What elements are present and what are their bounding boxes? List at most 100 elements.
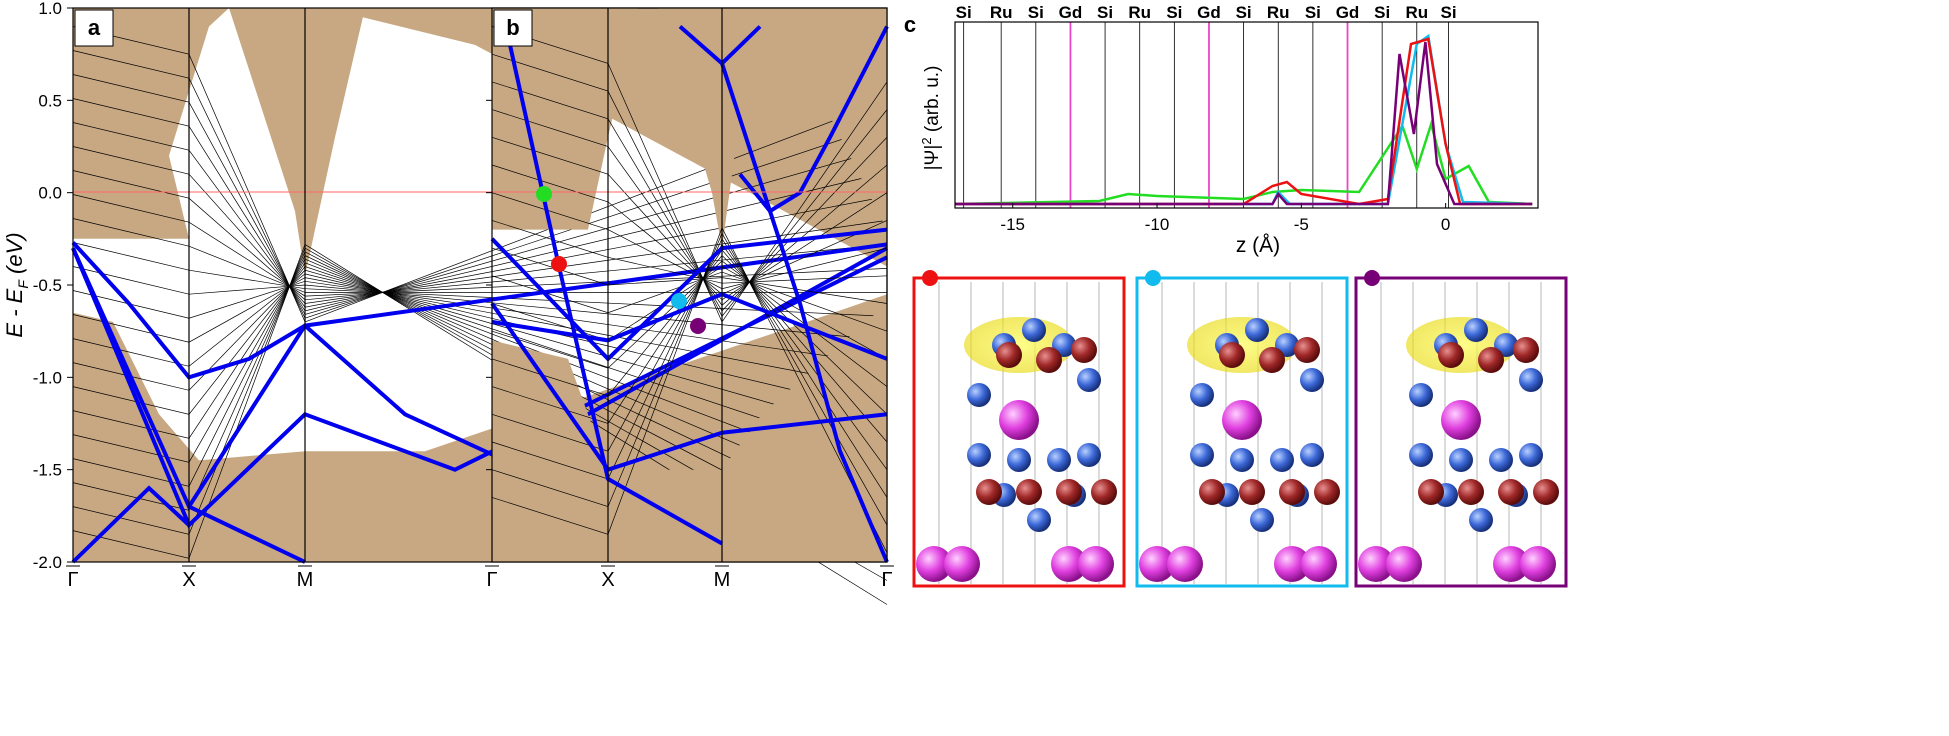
structure-box-cyan <box>1135 270 1349 588</box>
y-tick-label: 0.5 <box>38 91 62 110</box>
surface-band-line <box>188 504 306 564</box>
panel-c-label: c <box>904 12 916 37</box>
y-tick-label: -0.5 <box>33 276 62 295</box>
kpoint-label: Γ <box>67 569 78 591</box>
atom-labels: Si Ru Si Gd Si Ru Si Gd Si Ru Si Gd Si Ru Si <box>956 3 1457 22</box>
si-atom <box>1300 368 1324 392</box>
ru-atom <box>1513 337 1539 363</box>
slab-band-line <box>491 26 888 323</box>
surface-band-line <box>71 242 888 511</box>
slab-band-line <box>491 164 888 295</box>
surface-band-line <box>738 25 889 214</box>
atom-label: Si <box>1166 3 1182 22</box>
bulk-region <box>229 8 365 276</box>
gd-atom <box>1167 546 1203 582</box>
state-marker-purple <box>690 318 706 334</box>
ru-atom <box>1091 479 1117 505</box>
atom-label: Si <box>1097 3 1113 22</box>
si-atom <box>1270 448 1294 472</box>
wf-y-axis-label-unit: (arb. u.) <box>922 66 943 138</box>
slab-band-line <box>491 238 888 498</box>
atom-label: Gd <box>1197 3 1221 22</box>
green-wavefunction <box>954 119 1533 206</box>
ru-atom <box>1294 337 1320 363</box>
state-marker-red <box>922 270 938 286</box>
kpoint-label: X <box>182 569 195 591</box>
panel-b-label: b <box>506 15 519 40</box>
ru-atom <box>1056 479 1082 505</box>
slab-band-line <box>491 81 888 312</box>
ru-atom <box>1219 342 1245 368</box>
si-atom <box>1077 443 1101 467</box>
ru-atom <box>1016 479 1042 505</box>
slab-band-line <box>72 277 888 389</box>
surface-band-line <box>490 227 888 362</box>
slab-band-line <box>72 50 888 319</box>
ru-atom <box>1199 479 1225 505</box>
slab-band-line <box>72 255 888 533</box>
x-tick-label: -15 <box>1000 215 1025 234</box>
kpoint-label: Γ <box>486 569 497 591</box>
si-atom <box>1022 318 1046 342</box>
atom-label: Ru <box>1128 3 1151 22</box>
atom-label: Si <box>956 3 972 22</box>
slab-band-line <box>72 218 887 293</box>
y-tick-label: -1.5 <box>33 461 62 480</box>
surface-bands-a <box>71 241 888 564</box>
gd-atom <box>1358 546 1394 582</box>
ru-atom <box>1478 347 1504 373</box>
atom-label: Ru <box>1267 3 1290 22</box>
gd-atom <box>1441 400 1481 440</box>
slab-band-line <box>72 98 888 312</box>
si-atom <box>1469 508 1493 532</box>
state-marker-cyan <box>1145 270 1161 286</box>
si-atom <box>1489 448 1513 472</box>
slab-band-line <box>72 262 888 485</box>
si-atom <box>1250 508 1274 532</box>
slab-band-line <box>72 170 888 301</box>
slab-band-line <box>491 192 888 290</box>
si-atom <box>1077 368 1101 392</box>
wf-y-axis-label-main: |Ψ| <box>922 145 943 171</box>
slab-band-line <box>72 26 888 323</box>
slab-band-line <box>72 194 888 297</box>
state-marker-green <box>536 186 552 202</box>
slab-bands-b <box>491 26 888 553</box>
panel-c-wavefunction-plot: -15 -10 -5 0 Si Ru Si Gd Si Ru Si Gd Si Ru Si Gd Si Ru Si… <box>919 3 1539 257</box>
y-axis-label-main: E - E <box>2 288 27 337</box>
slab-band-line <box>72 247 888 581</box>
slab-band-line <box>72 251 888 557</box>
gd-atom <box>1520 546 1556 582</box>
si-atom <box>1409 383 1433 407</box>
panel-b-band-structure <box>490 7 889 563</box>
surface-band-line <box>508 44 723 546</box>
structure-box-purple <box>1354 270 1568 588</box>
atom-label: Gd <box>1059 3 1083 22</box>
slab-band-line <box>491 232 888 526</box>
slab-band-line <box>491 136 888 301</box>
si-atom <box>967 443 991 467</box>
atom-label: Gd <box>1336 3 1360 22</box>
atom-label: Si <box>1028 3 1044 22</box>
slab-band-line <box>491 53 888 318</box>
slab-band-line <box>72 146 888 304</box>
gd-atom <box>1274 546 1310 582</box>
ru-atom <box>996 342 1022 368</box>
band-axis-ticks: 1.00.50.0-0.5-1.0-1.5-2.0Γ X M ΓΓ X M Γ <box>33 0 894 591</box>
bulk-region <box>658 8 762 249</box>
ru-atom <box>1438 342 1464 368</box>
atom-label: Ru <box>1405 3 1428 22</box>
structure-box-red <box>912 270 1126 588</box>
si-atom <box>1519 443 1543 467</box>
si-atom <box>1027 508 1051 532</box>
wf-x-axis-label: z (Å) <box>1236 234 1280 257</box>
x-tick-label: -10 <box>1145 215 1170 234</box>
panel-b-label-box <box>493 9 533 47</box>
ru-atom <box>1036 347 1062 373</box>
ru-atom <box>1533 479 1559 505</box>
si-atom <box>1245 318 1269 342</box>
slab-band-line <box>491 254 888 415</box>
si-atom <box>1230 448 1254 472</box>
surface-band-line <box>490 302 888 473</box>
panel-a-label-box <box>74 9 114 47</box>
